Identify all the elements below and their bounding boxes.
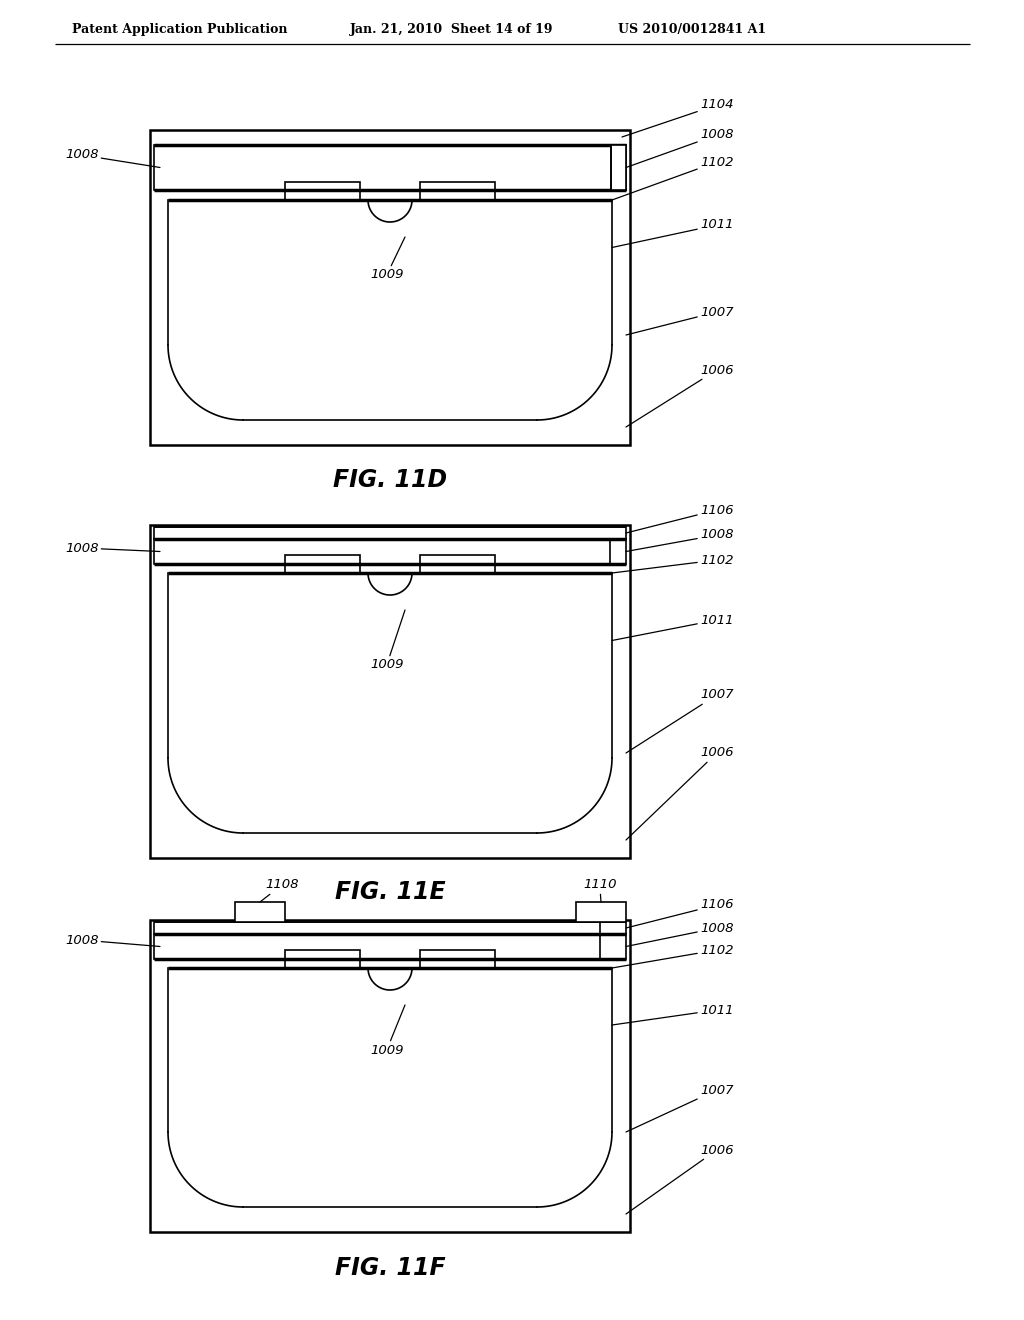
- Text: 1006: 1006: [626, 747, 733, 840]
- Bar: [420, 554, 495, 573]
- Text: 1008: 1008: [65, 933, 160, 946]
- Bar: [150, 920, 630, 1232]
- Bar: [420, 182, 495, 201]
- Text: 1102: 1102: [612, 156, 733, 201]
- Text: 1106: 1106: [626, 503, 733, 533]
- Text: Patent Application Publication: Patent Application Publication: [72, 24, 288, 37]
- Text: 1108: 1108: [260, 879, 299, 902]
- Text: Jan. 21, 2010  Sheet 14 of 19: Jan. 21, 2010 Sheet 14 of 19: [350, 24, 554, 37]
- Text: 1006: 1006: [626, 1143, 733, 1214]
- Text: 1008: 1008: [626, 128, 733, 168]
- Bar: [611, 145, 626, 190]
- Bar: [285, 554, 360, 573]
- Text: 1009: 1009: [370, 610, 406, 672]
- Bar: [420, 950, 495, 968]
- Text: 1008: 1008: [65, 541, 160, 554]
- Text: 1011: 1011: [612, 1003, 733, 1026]
- Bar: [154, 145, 626, 190]
- Text: 1011: 1011: [612, 614, 733, 640]
- Text: FIG. 11F: FIG. 11F: [335, 1257, 445, 1280]
- Text: 1007: 1007: [626, 305, 733, 335]
- Text: 1106: 1106: [626, 899, 733, 928]
- Text: 1008: 1008: [626, 921, 733, 946]
- Bar: [575, 902, 626, 921]
- Text: 1007: 1007: [626, 689, 733, 752]
- Bar: [154, 935, 626, 960]
- Bar: [234, 902, 285, 921]
- Text: 1006: 1006: [626, 363, 733, 426]
- Text: 1110: 1110: [583, 879, 616, 902]
- Bar: [150, 129, 630, 445]
- Bar: [285, 950, 360, 968]
- Text: 1008: 1008: [65, 149, 160, 168]
- Bar: [154, 527, 626, 539]
- Text: 1009: 1009: [370, 1005, 406, 1056]
- Text: 1009: 1009: [370, 238, 406, 281]
- Text: 1102: 1102: [612, 944, 733, 968]
- Text: 1104: 1104: [622, 99, 733, 137]
- Bar: [150, 525, 630, 858]
- Text: FIG. 11E: FIG. 11E: [335, 880, 445, 904]
- Text: US 2010/0012841 A1: US 2010/0012841 A1: [618, 24, 766, 37]
- Text: 1008: 1008: [626, 528, 733, 552]
- Text: FIG. 11D: FIG. 11D: [333, 469, 447, 492]
- Bar: [285, 182, 360, 201]
- Text: 1007: 1007: [626, 1084, 733, 1133]
- Bar: [154, 921, 626, 935]
- Bar: [154, 539, 626, 564]
- Text: 1011: 1011: [612, 219, 733, 248]
- Text: 1102: 1102: [612, 553, 733, 573]
